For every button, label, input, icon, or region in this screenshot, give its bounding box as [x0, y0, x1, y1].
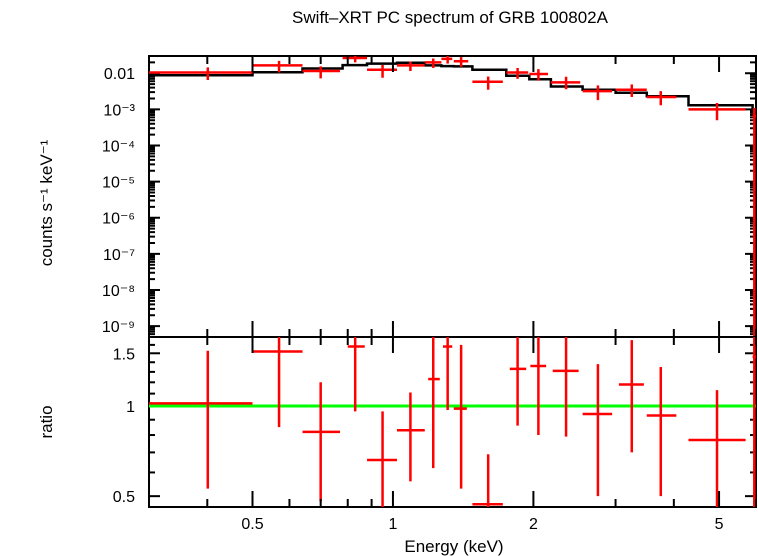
spectrum-y-tick-label: 0.01 [104, 66, 135, 83]
model-curve [149, 61, 756, 114]
ratio-plot-frame [148, 336, 757, 508]
x-tick-label: 1 [388, 516, 397, 533]
ratio-data-points [149, 337, 756, 507]
ratio-y-axis-label: ratio [37, 405, 56, 438]
x-tick-label: 5 [715, 516, 724, 533]
x-tick-label: 2 [529, 516, 538, 533]
spectrum-y-tick-label: 10⁻⁷ [103, 247, 135, 264]
spectrum-y-tick-label: 10⁻⁵ [102, 175, 135, 192]
ratio-panel: 0.5 1 1.5 0.5 1 2 5 Energy (keV) ratio [37, 56, 757, 556]
ratio-y-tick-label: 1 [126, 399, 135, 416]
spectrum-y-tick-label: 10⁻⁴ [102, 138, 135, 155]
spectrum-y-tick-label: 10⁻⁸ [102, 283, 135, 300]
energy-x-ticks: 0.5 1 2 5 [148, 56, 757, 533]
ratio-y-tick-label: 0.5 [113, 489, 135, 506]
spectrum-y-tick-label: 10⁻⁹ [102, 319, 135, 336]
spectrum-panel: 0.01 10⁻³ 10⁻⁴ 10⁻⁵ 10⁻⁶ 10⁻⁷ 10⁻⁸ 10⁻⁹ counts … [37, 55, 757, 338]
spectrum-y-tick-label: 10⁻³ [103, 102, 135, 119]
spectrum-y-axis-label: counts s⁻¹ keV⁻¹ [37, 139, 56, 266]
x-axis-label: Energy (keV) [404, 537, 503, 556]
ratio-y-tick-label: 1.5 [113, 346, 135, 363]
x-tick-label: 0.5 [241, 516, 263, 533]
model-step-line [149, 61, 756, 114]
spectrum-y-tick-label: 10⁻⁶ [102, 211, 135, 228]
spectrum-data-points [149, 56, 756, 337]
chart-title: Swift–XRT PC spectrum of GRB 100802A [292, 8, 609, 27]
